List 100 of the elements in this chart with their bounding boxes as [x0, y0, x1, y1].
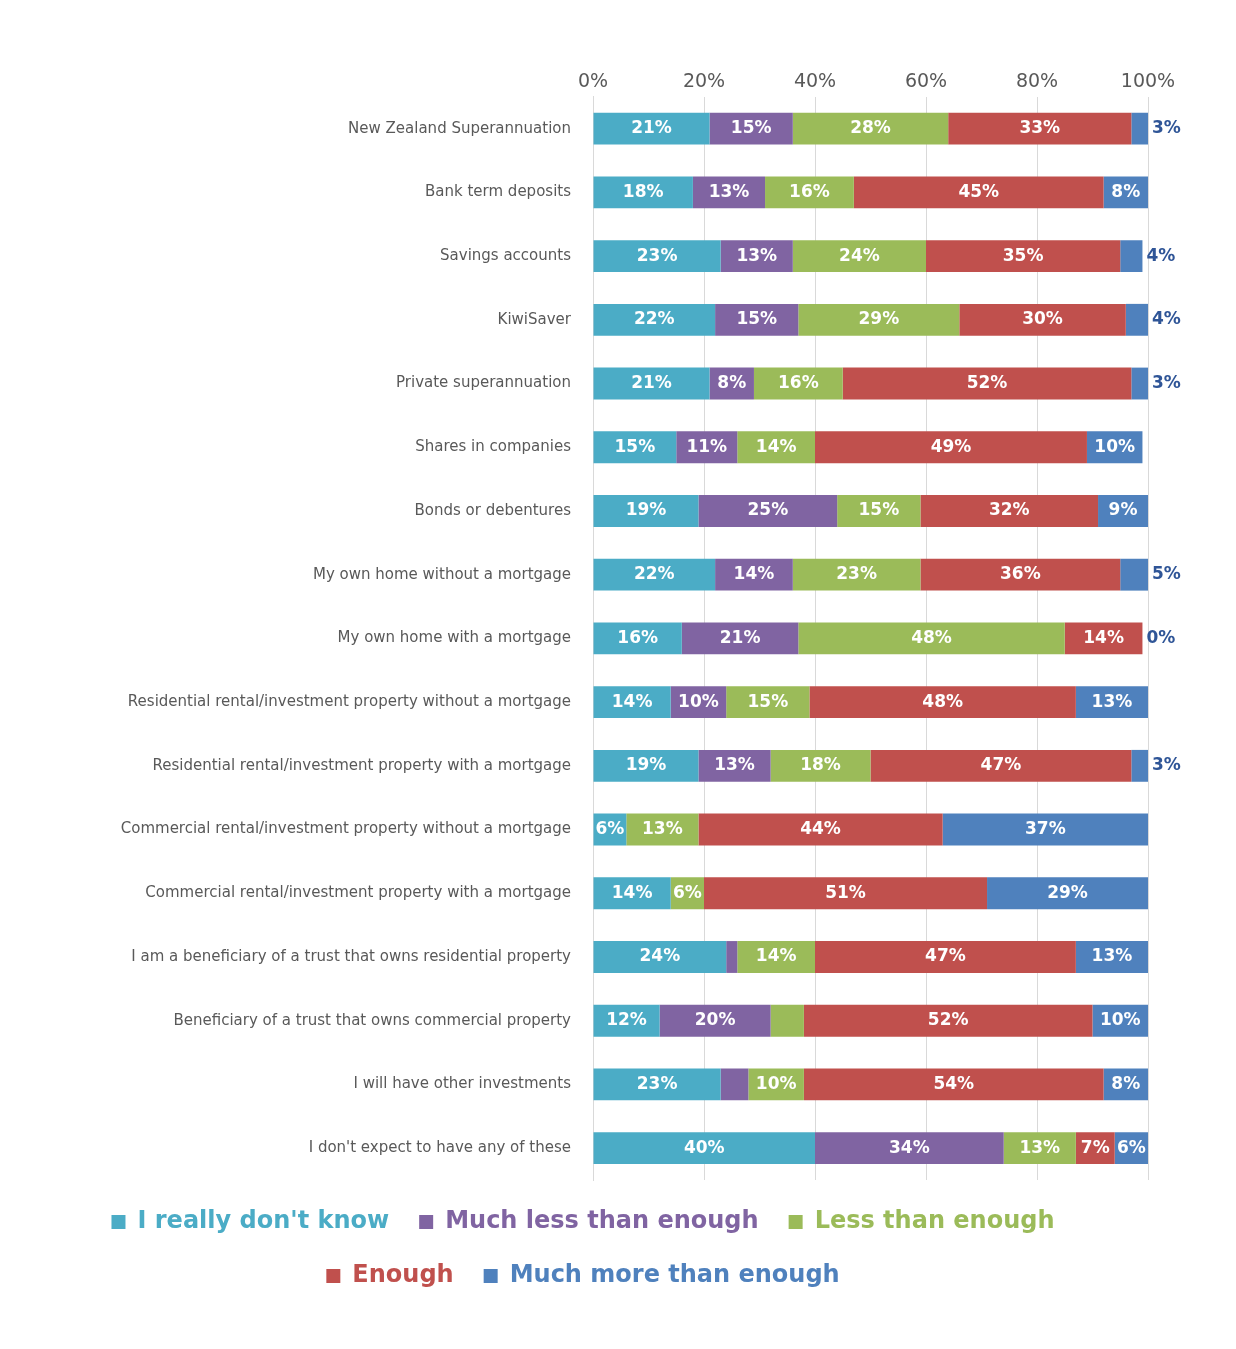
- bar: [853, 176, 1104, 209]
- data-label: 29%: [1047, 881, 1088, 902]
- data-label: 28%: [850, 117, 891, 138]
- data-label: 14%: [755, 435, 797, 456]
- data-label: 4%: [1146, 244, 1176, 265]
- data-label: 10%: [1099, 1009, 1141, 1030]
- y-tick-label: I am a beneficiary of a trust that owns residential property: [131, 946, 572, 965]
- data-label: 14%: [755, 945, 797, 966]
- data-label: 8%: [1111, 180, 1141, 201]
- bar: [815, 431, 1087, 464]
- data-label: 33%: [1019, 117, 1061, 138]
- data-label: 13%: [1091, 945, 1133, 966]
- bar: [704, 877, 988, 910]
- data-label: 8%: [717, 371, 747, 392]
- legend-label: Much more than enough: [509, 1260, 840, 1289]
- bar: [593, 558, 716, 591]
- bar: [842, 367, 1132, 400]
- bar: [593, 176, 693, 209]
- data-label: 52%: [927, 1009, 969, 1030]
- data-label: 18%: [800, 754, 841, 775]
- data-label: 9%: [1108, 499, 1138, 520]
- data-label: 11%: [686, 435, 728, 456]
- y-tick-label: Residential rental/investment property with a mortgage: [152, 755, 571, 774]
- data-label: 45%: [958, 180, 1000, 201]
- data-label: 14%: [611, 881, 653, 902]
- bar: [659, 1004, 771, 1037]
- data-label: 15%: [614, 435, 656, 456]
- data-label: 51%: [825, 881, 866, 902]
- data-label: 16%: [617, 626, 658, 647]
- data-label: 3%: [1152, 754, 1181, 775]
- x-tick-label: 80%: [1015, 69, 1059, 92]
- bar: [770, 1004, 804, 1037]
- data-label: 13%: [642, 817, 683, 838]
- data-label: 48%: [922, 690, 963, 711]
- bar: [698, 813, 943, 846]
- data-label: 10%: [678, 690, 719, 711]
- data-label: 3%: [1152, 117, 1181, 138]
- data-label: 13%: [714, 754, 755, 775]
- data-label: 14%: [733, 563, 775, 584]
- data-label: 16%: [778, 371, 819, 392]
- y-tick-label: Residential rental/investment property without a mortgage: [127, 692, 571, 711]
- y-tick-label: Commercial rental/investment property without a mortgage: [120, 819, 571, 838]
- y-tick-label: Shares in companies: [415, 437, 572, 456]
- data-label: 13%: [736, 244, 778, 265]
- data-label: 0%: [1146, 626, 1176, 647]
- y-tick-label: New Zealand Superannuation: [348, 118, 571, 137]
- data-label: 24%: [839, 244, 880, 265]
- bar: [593, 1132, 815, 1165]
- bar: [798, 303, 960, 336]
- bar: [792, 558, 921, 591]
- bar: [948, 112, 1132, 145]
- bar: [815, 1132, 1004, 1165]
- bar: [809, 686, 1076, 719]
- bar: [770, 749, 871, 782]
- y-tick-label: Beneficiary of a trust that owns commercial property: [173, 1010, 572, 1029]
- bar: [1125, 303, 1148, 336]
- data-label: 13%: [708, 180, 750, 201]
- data-label: 37%: [1024, 817, 1066, 838]
- data-label: 40%: [683, 1136, 725, 1157]
- data-label: 7%: [1080, 1136, 1110, 1157]
- data-label: 21%: [719, 626, 761, 647]
- data-label: 16%: [789, 180, 830, 201]
- bar: [1131, 112, 1148, 145]
- data-label: 22%: [633, 308, 675, 329]
- data-label: 47%: [980, 754, 1022, 775]
- y-tick-label: I don't expect to have any of these: [308, 1138, 571, 1157]
- bar: [593, 1068, 721, 1101]
- bar: [681, 622, 799, 655]
- y-tick-label: KiwiSaver: [497, 309, 572, 328]
- x-tick-label: 60%: [904, 69, 948, 92]
- data-label: 6%: [595, 817, 625, 838]
- data-label: 3%: [1152, 371, 1181, 392]
- legend-label: Enough: [352, 1260, 454, 1289]
- bar: [803, 1004, 1093, 1037]
- data-label: 6%: [672, 881, 702, 902]
- data-label: 13%: [1019, 1136, 1061, 1157]
- data-label: 14%: [1083, 626, 1124, 647]
- data-label: 15%: [736, 308, 778, 329]
- bar: [698, 495, 838, 527]
- bar: [792, 240, 926, 273]
- data-label: 36%: [1000, 563, 1041, 584]
- data-label: 24%: [639, 945, 681, 966]
- data-label: 8%: [1111, 1072, 1141, 1093]
- x-tick-label: 20%: [682, 69, 726, 92]
- y-tick-label: Commercial rental/investment property with a mortgage: [145, 883, 571, 902]
- data-label: 44%: [800, 817, 841, 838]
- y-tick-label: Bonds or debentures: [414, 500, 572, 519]
- y-tick-label: My own home with a mortgage: [337, 628, 571, 647]
- bar: [1131, 367, 1148, 400]
- data-label: 32%: [988, 499, 1030, 520]
- bar: [1120, 558, 1148, 591]
- data-label: 49%: [930, 435, 972, 456]
- bar: [593, 112, 710, 145]
- bar: [593, 495, 699, 527]
- legend-label: Much less than enough: [445, 1206, 759, 1235]
- data-label: 19%: [625, 499, 667, 520]
- data-label: 5%: [1152, 563, 1181, 584]
- y-tick-label: I will have other investments: [353, 1074, 572, 1093]
- bar: [926, 240, 1121, 273]
- x-tick-label: 0%: [577, 69, 609, 92]
